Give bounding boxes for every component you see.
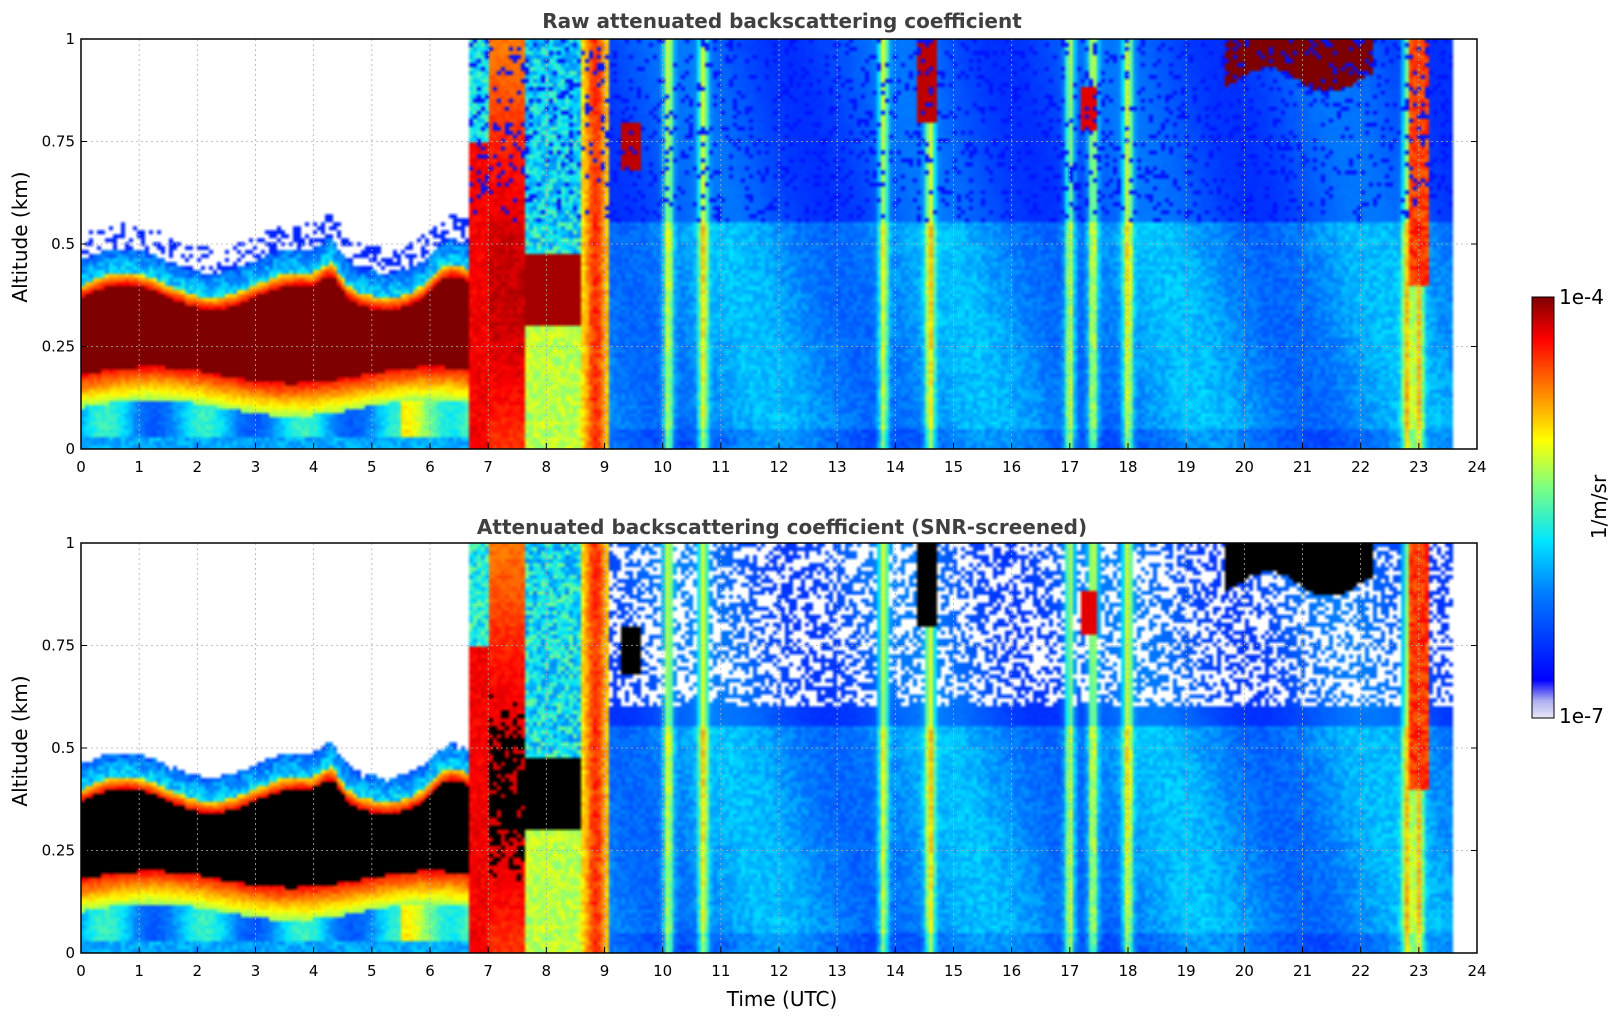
x-tick-label: 7	[483, 962, 493, 980]
x-tick-label: 20	[1235, 962, 1254, 980]
x-axis-ticks: 0 1 2 3 4 5 6 7 8 9 10 11 12 13 14 15 16 17 18 19 20 21 22 23 24	[76, 947, 1487, 980]
x-tick-label: 9	[600, 962, 610, 980]
x-tick-label: 1	[134, 962, 144, 980]
x-tick-label: 5	[367, 962, 377, 980]
x-tick-label: 3	[251, 458, 261, 476]
x-tick-label: 18	[1118, 962, 1137, 980]
x-tick-label: 12	[769, 458, 788, 476]
y-tick-label: 0.5	[51, 739, 75, 757]
x-tick-label: 13	[828, 962, 847, 980]
panel-title: Raw attenuated backscattering coefficien…	[542, 9, 1022, 33]
x-tick-label: 22	[1351, 458, 1370, 476]
x-tick-label: 6	[425, 962, 435, 980]
x-tick-label: 0	[76, 962, 86, 980]
colorbar-gradient	[1531, 296, 1555, 719]
y-tick-label: 0.25	[42, 338, 75, 356]
x-tick-label: 1	[134, 458, 144, 476]
x-tick-label: 10	[653, 962, 672, 980]
x-tick-label: 22	[1351, 962, 1370, 980]
y-tick-label: 0	[65, 440, 75, 458]
x-tick-label: 10	[653, 458, 672, 476]
colorbar-min-label: 1e-7	[1559, 704, 1604, 728]
panel-title: Attenuated backscattering coefficient (S…	[477, 515, 1087, 539]
x-tick-label: 21	[1293, 962, 1312, 980]
raw-backscatter-panel: Raw attenuated backscattering coefficien…	[8, 9, 1487, 476]
colorbar-max-label: 1e-4	[1559, 285, 1604, 309]
screened-backscatter-panel: Attenuated backscattering coefficient (S…	[8, 515, 1487, 1011]
x-tick-label: 2	[193, 458, 203, 476]
x-tick-label: 24	[1467, 962, 1486, 980]
x-tick-label: 19	[1177, 458, 1196, 476]
x-tick-label: 21	[1293, 458, 1312, 476]
x-tick-label: 15	[944, 458, 963, 476]
x-tick-label: 16	[1002, 962, 1021, 980]
x-tick-label: 17	[1060, 962, 1079, 980]
x-tick-label: 12	[769, 962, 788, 980]
y-axis-label: Altitude (km)	[8, 171, 32, 302]
x-axis-label: Time (UTC)	[726, 987, 838, 1011]
x-tick-label: 20	[1235, 458, 1254, 476]
y-tick-label: 0.5	[51, 235, 75, 253]
x-tick-label: 3	[251, 962, 261, 980]
x-tick-label: 15	[944, 962, 963, 980]
x-tick-label: 9	[600, 458, 610, 476]
x-tick-label: 0	[76, 458, 86, 476]
x-tick-label: 7	[483, 458, 493, 476]
y-tick-label: 0.75	[42, 637, 75, 655]
x-tick-label: 19	[1177, 962, 1196, 980]
y-tick-label: 0.25	[42, 842, 75, 860]
y-axis-label: Altitude (km)	[8, 675, 32, 806]
x-tick-label: 23	[1409, 458, 1428, 476]
x-tick-label: 14	[886, 962, 905, 980]
x-tick-label: 18	[1118, 458, 1137, 476]
y-axis-ticks: 0 0.25 0.5 0.75 1	[42, 534, 1477, 962]
x-tick-label: 8	[542, 458, 552, 476]
y-tick-label: 1	[65, 534, 75, 552]
y-tick-label: 1	[65, 30, 75, 48]
x-tick-label: 16	[1002, 458, 1021, 476]
x-tick-label: 14	[886, 458, 905, 476]
x-tick-label: 24	[1467, 458, 1486, 476]
x-axis-ticks: 0 1 2 3 4 5 6 7 8 9 10 11 12 13 14 15 16 17 18 19 20 21 22 23 24	[76, 443, 1487, 476]
x-tick-label: 2	[193, 962, 203, 980]
x-tick-label: 13	[828, 458, 847, 476]
y-axis-ticks: 0 0.25 0.5 0.75 1	[42, 30, 1477, 458]
x-tick-label: 4	[309, 458, 319, 476]
colorbar-unit-label: 1/m/sr	[1587, 474, 1611, 539]
gridlines	[81, 39, 1477, 449]
y-tick-label: 0.75	[42, 133, 75, 151]
x-tick-label: 11	[711, 458, 730, 476]
gridlines	[81, 543, 1477, 953]
x-tick-label: 4	[309, 962, 319, 980]
colorbar: 1e-4 1e-7 1/m/sr	[1531, 285, 1611, 728]
x-tick-label: 8	[542, 962, 552, 980]
x-tick-label: 6	[425, 458, 435, 476]
x-tick-label: 11	[711, 962, 730, 980]
x-tick-label: 5	[367, 458, 377, 476]
y-tick-label: 0	[65, 944, 75, 962]
x-tick-label: 17	[1060, 458, 1079, 476]
x-tick-label: 23	[1409, 962, 1428, 980]
